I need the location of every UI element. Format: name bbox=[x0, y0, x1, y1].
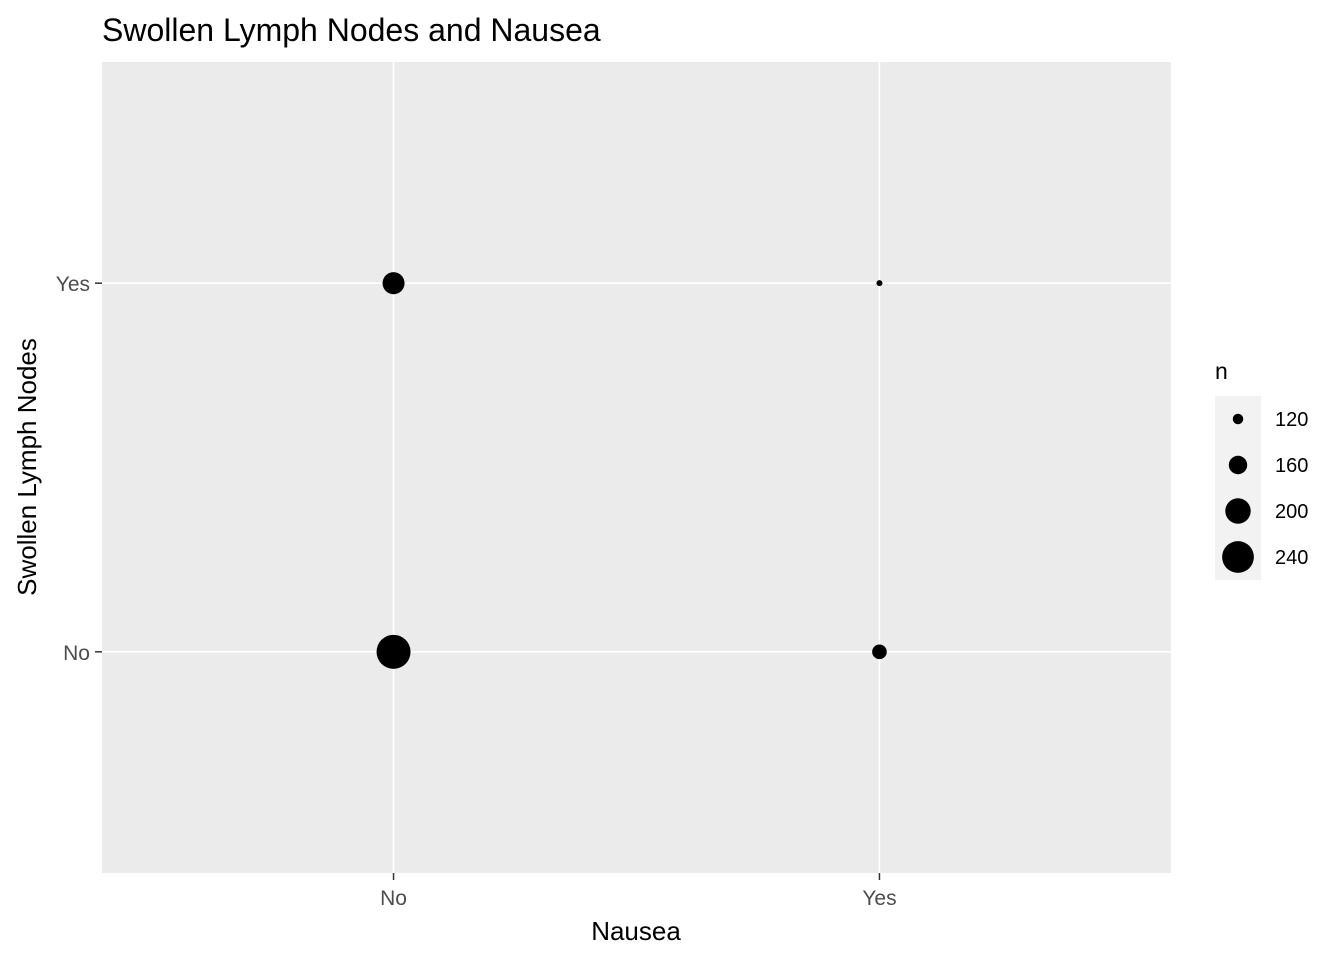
y-tick-label: Yes bbox=[56, 273, 90, 296]
legend-label: 120 bbox=[1275, 409, 1308, 431]
legend-key bbox=[1232, 413, 1244, 425]
grid-lines bbox=[102, 62, 1171, 873]
data-point bbox=[382, 272, 405, 295]
legend-label: 160 bbox=[1275, 455, 1308, 477]
legend-key bbox=[1222, 541, 1254, 573]
data-points bbox=[376, 272, 887, 669]
chart-title: Swollen Lymph Nodes and Nausea bbox=[102, 12, 601, 48]
x-tick-label: No bbox=[380, 887, 407, 910]
axis-ticks: No Yes No Yes bbox=[56, 273, 897, 910]
legend-key bbox=[1228, 455, 1248, 475]
legend-label: 240 bbox=[1275, 547, 1308, 569]
y-axis-title: Swollen Lymph Nodes bbox=[12, 338, 42, 596]
x-axis-title: Nausea bbox=[591, 916, 681, 946]
y-tick-label: No bbox=[63, 642, 90, 665]
data-point bbox=[876, 280, 883, 287]
data-point bbox=[376, 634, 411, 669]
legend-label: 200 bbox=[1275, 501, 1308, 523]
plot-panel bbox=[102, 62, 1171, 873]
x-tick-label: Yes bbox=[862, 887, 896, 910]
data-point bbox=[872, 644, 887, 660]
size-legend: n 120 160 200 240 bbox=[1215, 358, 1308, 580]
legend-key bbox=[1225, 498, 1251, 524]
legend-title: n bbox=[1215, 358, 1228, 384]
